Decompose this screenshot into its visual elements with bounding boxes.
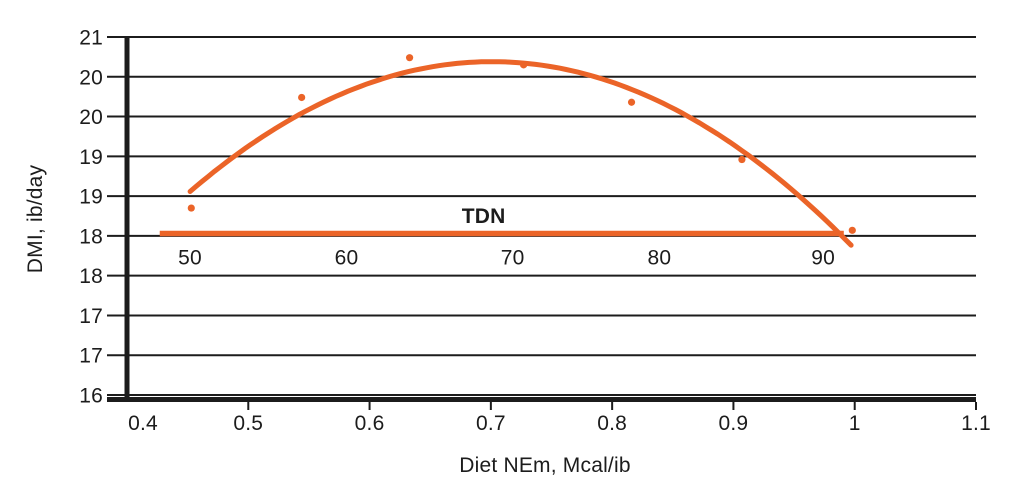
data-point (848, 226, 856, 234)
y-tick-label: 19 (79, 146, 103, 169)
tdn-axis-title: TDN (462, 205, 506, 228)
data-point (520, 61, 528, 69)
data-points (187, 54, 856, 234)
x-tick-label: 0.9 (719, 412, 749, 435)
y-tick-label: 21 (79, 27, 103, 50)
tdn-tick-label: 90 (811, 247, 835, 270)
tdn-tick-label: 60 (335, 247, 359, 270)
y-tick-label: 20 (79, 106, 103, 129)
y-tick-label: 19 (79, 186, 103, 209)
y-tick-label: 20 (79, 66, 103, 89)
y-axis-title: DMI, ib/day (24, 165, 47, 274)
data-point (627, 98, 636, 106)
x-tick-label: 1 (849, 412, 861, 435)
x-tick-label: 0.7 (476, 412, 506, 435)
trend-curve (187, 59, 854, 248)
tdn-tick-label: 50 (178, 247, 202, 270)
trend-curve-path (187, 59, 854, 248)
x-tick-labels: 0.4 0.5 0.6 0.7 0.8 0.9 1 1.1 (128, 402, 991, 435)
x-axis-title: Diet NEm, Mcal/ib (459, 454, 630, 477)
data-point (405, 54, 414, 62)
gridlines (107, 36, 976, 397)
x-tick-label: 0.5 (233, 412, 263, 435)
data-point (298, 93, 306, 102)
y-tick-label: 18 (79, 225, 103, 248)
y-tick-label: 17 (79, 305, 103, 328)
data-point (738, 155, 746, 164)
data-point (187, 204, 195, 212)
x-tick-label: 0.6 (355, 412, 385, 435)
y-tick-label: 18 (79, 265, 103, 288)
y-tick-labels: 21 20 20 19 19 18 18 17 17 16 (79, 27, 103, 408)
tdn-axis: 50 60 70 80 90 (159, 230, 844, 270)
x-tick-label: 0.8 (597, 412, 627, 435)
tdn-tick-label: 70 (501, 247, 525, 270)
tdn-tick-label: 80 (648, 247, 672, 270)
y-tick-label: 17 (79, 345, 103, 368)
y-tick-label: 16 (79, 385, 103, 408)
x-tick-label: 1.1 (961, 412, 991, 435)
x-tick-label: 0.4 (128, 412, 158, 435)
axes (107, 36, 976, 402)
